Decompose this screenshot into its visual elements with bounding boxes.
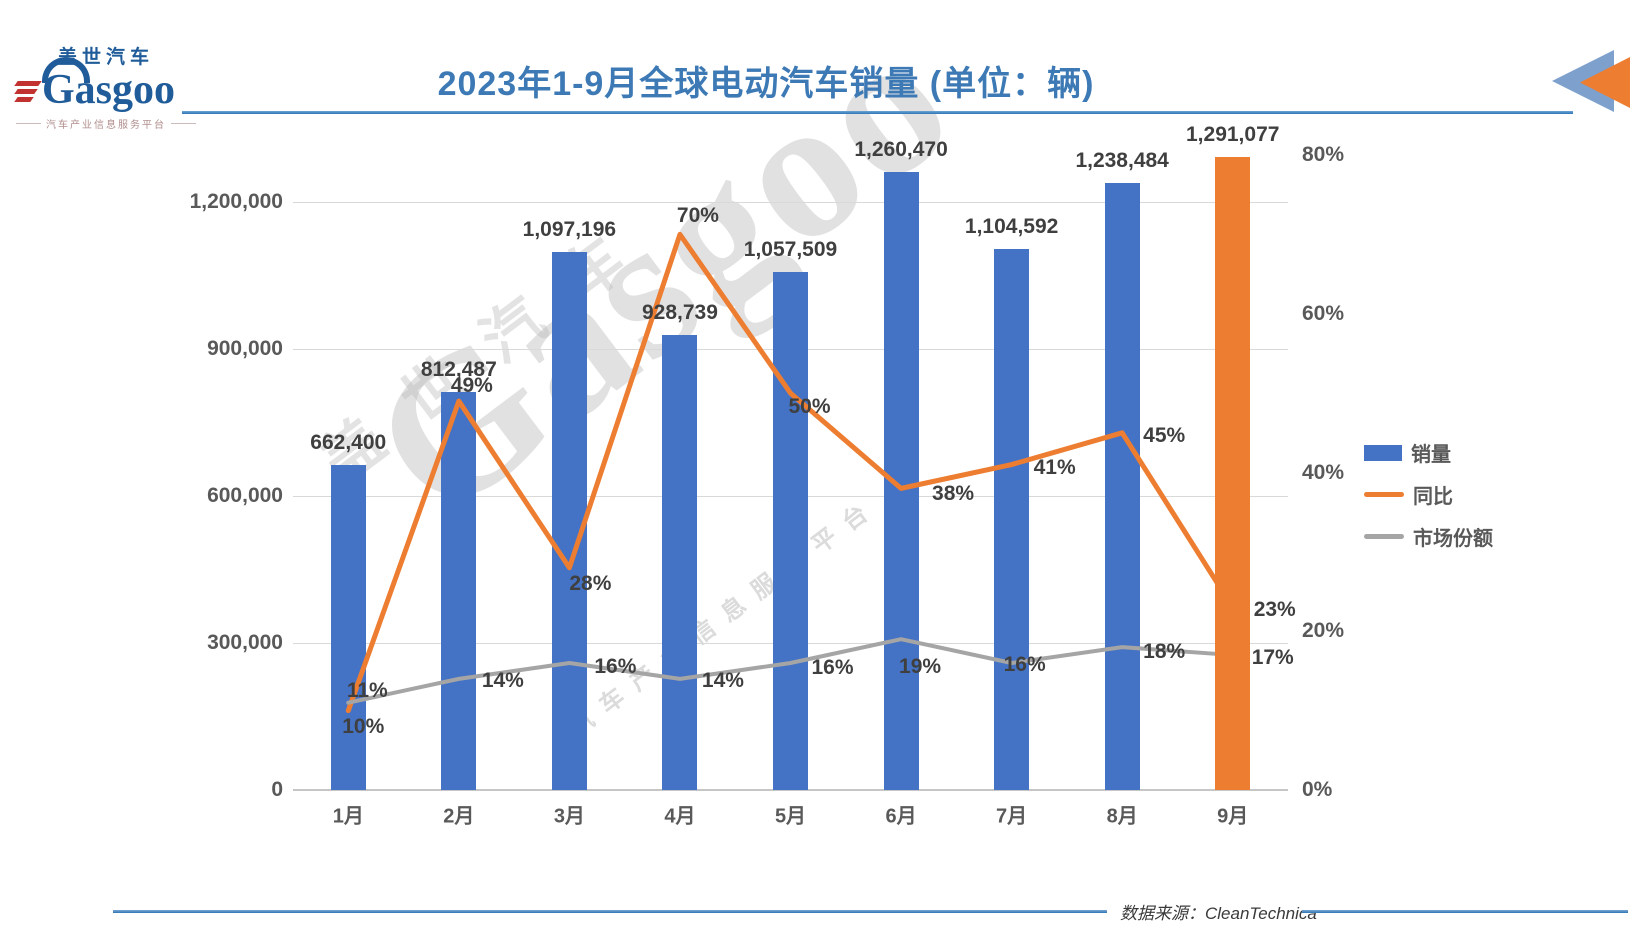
month-label-9月: 9月 — [1217, 805, 1249, 828]
share-point-label: 18% — [1143, 640, 1186, 664]
sales-bar-2月 — [441, 391, 477, 790]
sales-bar-3月 — [551, 252, 587, 790]
share-point-label: 14% — [701, 668, 744, 692]
month-label-1月: 1月 — [332, 805, 364, 828]
share-point-label: 16% — [594, 655, 637, 678]
sales-bar-5月 — [773, 271, 808, 790]
yoy-point-label: 45% — [1143, 423, 1186, 447]
footer-divider-left — [113, 910, 1107, 913]
x-axis-line — [293, 789, 1288, 791]
grid-line — [293, 201, 1288, 203]
legend-item-yoy: 同比 — [1364, 480, 1493, 509]
yoy-point-label: 38% — [932, 482, 975, 506]
legend: 销量 同比 市场份额 — [1364, 438, 1493, 551]
legend-item-share: 市场份额 — [1364, 522, 1493, 551]
sales-bar-6月 — [883, 172, 919, 790]
gasgoo-logo: 盖世汽车 Gasgoo 汽车产业信息服务平台 — [14, 42, 196, 131]
sales-value-label: 1,104,592 — [964, 214, 1059, 238]
yoy-point-label: 41% — [1033, 455, 1076, 479]
chart-title: 2023年1-9月全球电动汽车销量 (单位：辆) — [437, 65, 1095, 103]
sales-bar-1月 — [330, 465, 366, 790]
left-axis-tick: 900,000 — [207, 336, 283, 360]
left-axis-tick: 1,200,000 — [189, 189, 283, 213]
legend-label-share: 市场份额 — [1413, 528, 1493, 550]
orange-triangle-icon — [1580, 57, 1630, 108]
yoy-point-label: 50% — [788, 395, 831, 419]
legend-item-sales: 销量 — [1364, 438, 1493, 467]
left-axis-tick: 600,000 — [207, 483, 283, 507]
share-point-label: 14% — [481, 668, 524, 692]
share-swatch-icon — [1364, 534, 1404, 539]
logo-tagline: 汽车产业信息服务平台 — [16, 116, 196, 131]
month-label-6月: 6月 — [885, 805, 917, 828]
sales-value-label: 662,400 — [310, 431, 387, 455]
sales-bar-8月 — [1104, 183, 1140, 790]
share-point-label: 16% — [811, 656, 854, 679]
legend-label-yoy: 同比 — [1413, 486, 1453, 508]
share-point-label: 19% — [899, 655, 942, 679]
sales-bar-4月 — [662, 334, 698, 790]
sales-value-label: 812,487 — [420, 357, 497, 381]
share-point-label: 17% — [1251, 646, 1294, 670]
yoy-point-label: 70% — [676, 204, 719, 228]
month-label-8月: 8月 — [1106, 805, 1138, 828]
sales-bar-9月-highlight — [1215, 157, 1251, 790]
footer-divider-right — [1302, 910, 1628, 913]
month-label-3月: 3月 — [553, 805, 585, 828]
share-point-label: 16% — [1003, 653, 1046, 676]
yoy-point-label: 49% — [450, 374, 493, 398]
left-axis-tick: 300,000 — [207, 630, 283, 654]
right-axis-tick: 60% — [1302, 301, 1345, 325]
sales-value-label: 928,739 — [641, 300, 718, 324]
right-axis-tick: 40% — [1302, 460, 1345, 484]
month-label-4月: 4月 — [664, 805, 696, 828]
yoy-point-label: 23% — [1253, 598, 1296, 622]
sales-swatch-icon — [1364, 444, 1402, 461]
corner-arrows-icon — [1552, 50, 1630, 112]
yoy-swatch-icon — [1364, 492, 1404, 497]
right-axis-tick: 20% — [1302, 619, 1345, 643]
sales-value-label: 1,097,196 — [522, 218, 617, 242]
share-point-label: 11% — [346, 678, 388, 702]
sales-bar-7月 — [994, 248, 1030, 790]
sales-value-label: 1,238,484 — [1075, 149, 1169, 173]
sales-value-label: 1,260,470 — [854, 138, 948, 162]
logo-arc-icon — [42, 57, 90, 83]
month-label-2月: 2月 — [443, 805, 475, 828]
month-label-5月: 5月 — [774, 805, 807, 828]
yoy-point-label: 28% — [569, 571, 612, 595]
yoy-point-label: 10% — [342, 714, 385, 738]
sales-value-label: 1,291,077 — [1186, 123, 1280, 147]
legend-label-sales: 销量 — [1411, 444, 1451, 466]
month-label-7月: 7月 — [996, 805, 1028, 828]
header-divider — [182, 111, 1573, 114]
left-axis-tick: 0 — [271, 778, 283, 801]
source-text: 数据来源：CleanTechnica — [1120, 904, 1317, 923]
right-axis-tick: 0% — [1302, 778, 1333, 801]
sales-value-label: 1,057,509 — [743, 237, 838, 261]
right-axis-tick: 80% — [1302, 143, 1345, 166]
